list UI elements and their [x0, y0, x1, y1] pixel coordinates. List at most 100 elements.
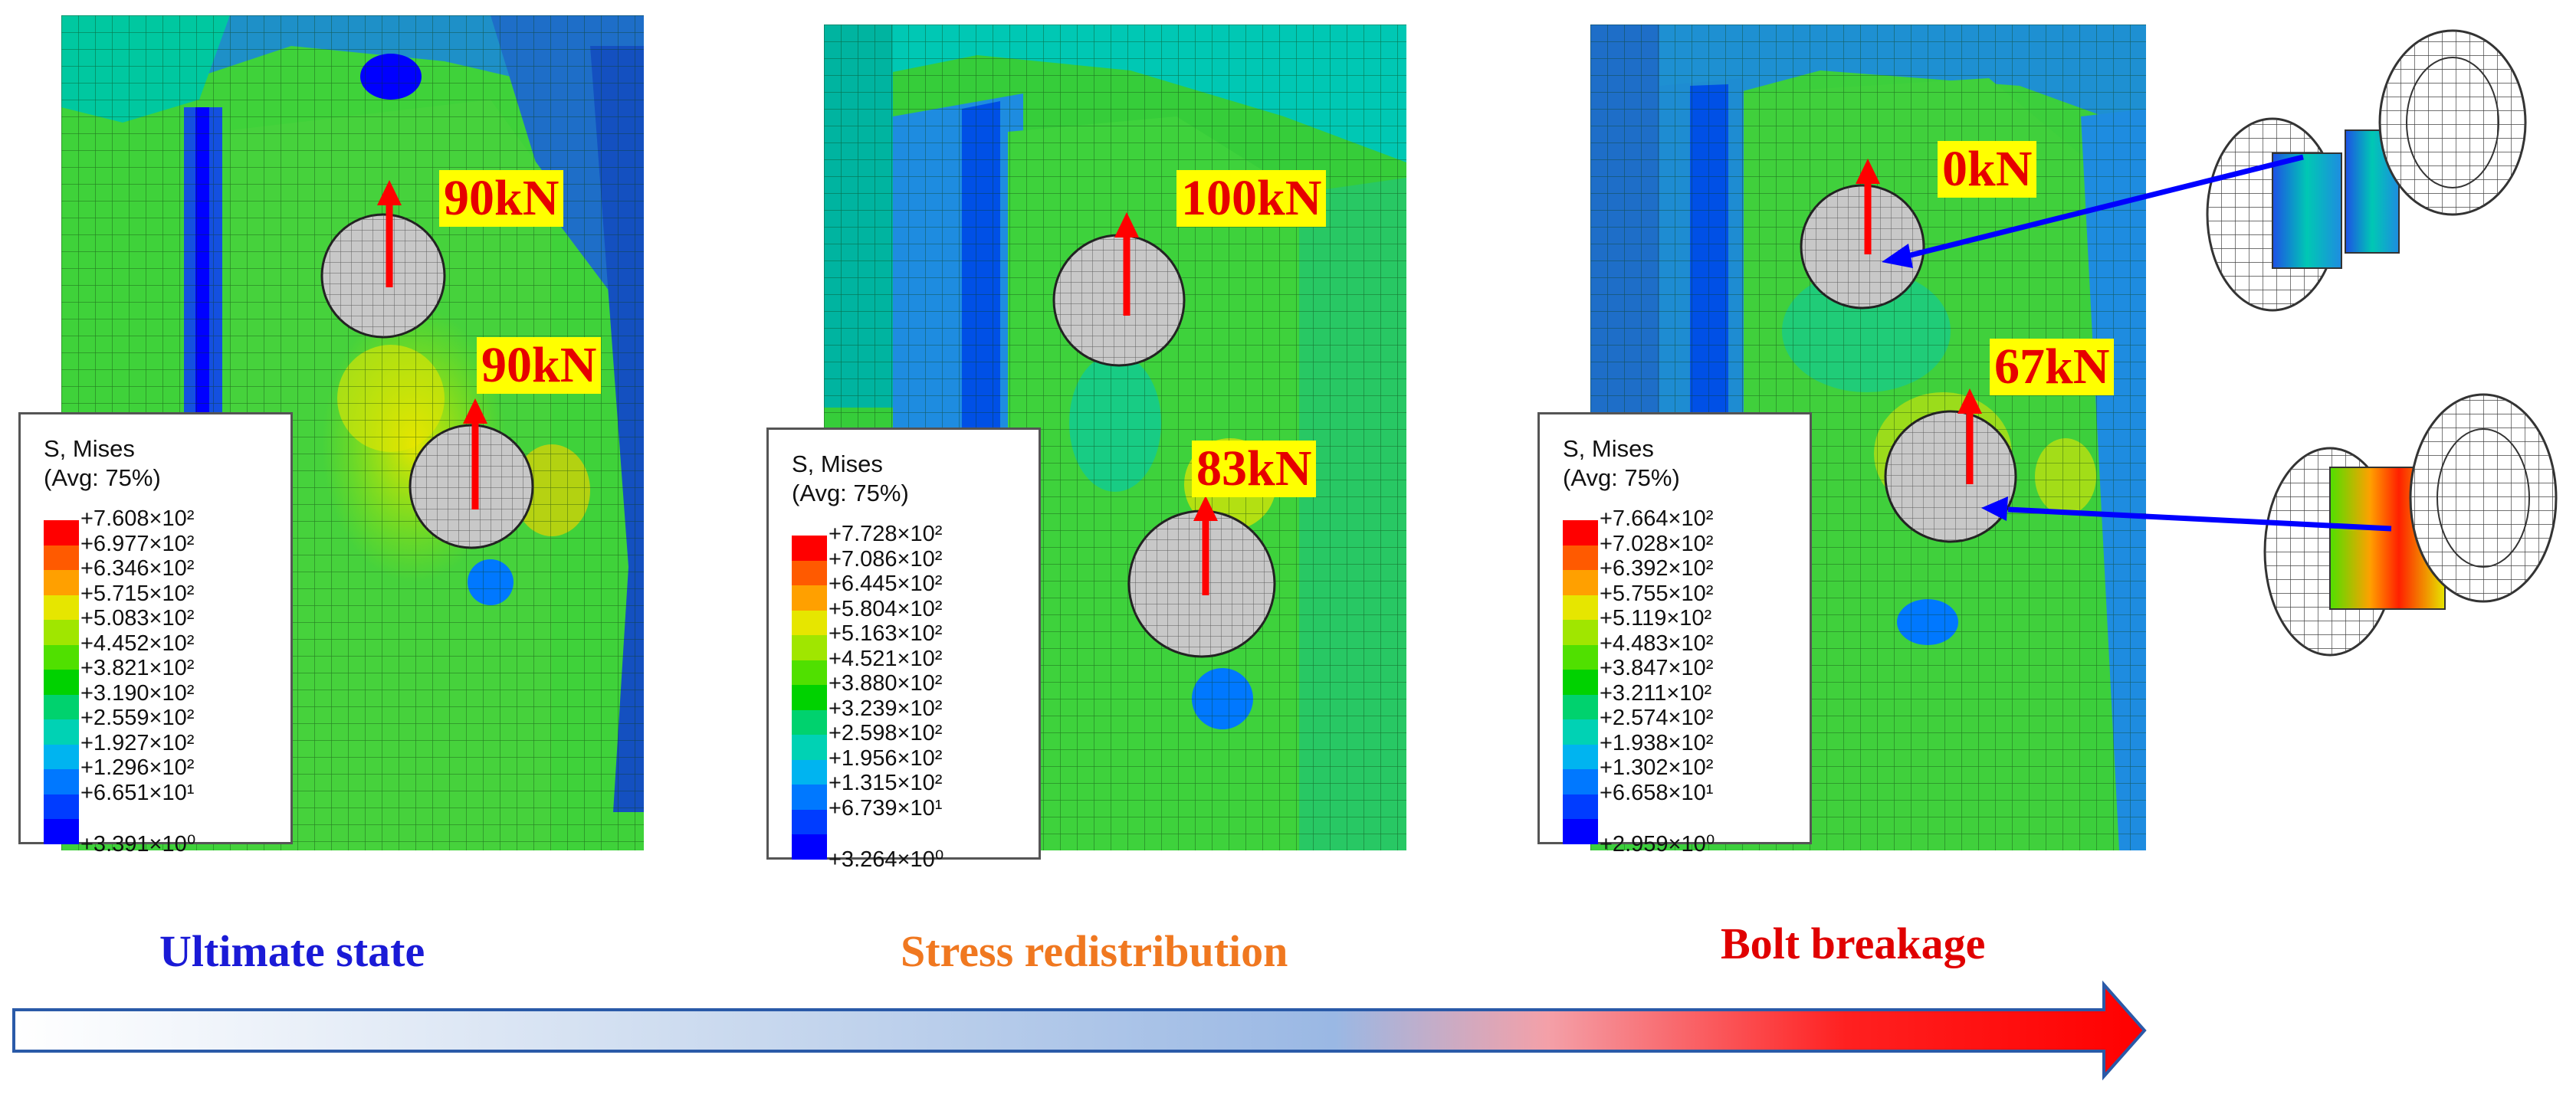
legend-value: +6.392×10² — [1600, 556, 1714, 581]
legend-value: +7.028×10² — [1600, 531, 1714, 556]
legend-swatch — [792, 685, 827, 710]
legend-value: +4.521×10² — [829, 646, 943, 671]
legend-value: +1.302×10² — [1600, 755, 1714, 780]
legend-value: +6.977×10² — [80, 531, 195, 556]
legend-swatch — [1563, 520, 1598, 545]
legend-value: +6.651×10¹ — [80, 780, 195, 805]
legend-value: +3.847×10² — [1600, 656, 1714, 680]
legend-swatch — [792, 660, 827, 685]
legend-value: +1.296×10² — [80, 755, 195, 780]
legend-swatch — [792, 735, 827, 760]
legend-swatch — [792, 834, 827, 860]
legend-swatch — [1563, 545, 1598, 570]
legend-swatch — [44, 545, 79, 570]
legend-value: +3.190×10² — [80, 680, 195, 706]
legend-value: +3.821×10² — [80, 656, 195, 680]
legend-swatch — [792, 709, 827, 735]
bolt-force-label: 67kN — [1990, 339, 2115, 395]
bolt-force-label: 90kN — [477, 337, 602, 394]
legend-swatch — [1563, 620, 1598, 645]
legend-title: S, Mises (Avg: 75%) — [792, 450, 909, 506]
legend-value: +7.664×10² — [1600, 506, 1714, 531]
mises-legend: S, Mises (Avg: 75%) +7.664×10² +7.028×10² +… — [1537, 412, 1812, 857]
force-arrow — [377, 180, 402, 287]
legend-value: +3.239×10² — [829, 696, 943, 721]
stress-contour-plot — [824, 25, 1406, 850]
legend-swatch — [792, 585, 827, 611]
legend-value: +7.728×10² — [829, 522, 943, 546]
legend-value: +5.119×10² — [1600, 606, 1712, 631]
legend-swatch — [44, 719, 79, 745]
legend-value: +5.755×10² — [1600, 581, 1714, 606]
legend-swatch — [792, 560, 827, 585]
bolt-force-label: 90kN — [439, 170, 564, 227]
legend-swatch — [792, 610, 827, 635]
callout-arrow — [1882, 154, 2304, 268]
force-arrow — [1114, 212, 1139, 316]
legend-swatch — [1563, 769, 1598, 794]
stage-label-breakage: Bolt breakage — [1721, 919, 1986, 968]
legend-swatch — [44, 769, 79, 794]
progress-arrow — [12, 980, 2147, 1081]
broken-bolt-inset — [2206, 29, 2527, 312]
legend-value: +2.574×10² — [1600, 706, 1714, 730]
legend-swatch — [44, 620, 79, 645]
legend-value: +5.163×10² — [829, 621, 943, 646]
legend-swatch — [1563, 670, 1598, 695]
legend-swatch — [44, 670, 79, 695]
legend-swatch — [44, 744, 79, 769]
legend-swatch — [1563, 744, 1598, 769]
legend-swatch — [44, 595, 79, 620]
loaded-bolt-inset — [2263, 393, 2558, 657]
legend-value: +7.086×10² — [829, 546, 943, 572]
force-arrow — [1957, 388, 1982, 484]
legend-value: +3.264×10⁰ — [829, 847, 944, 872]
legend-swatch — [44, 819, 79, 844]
mises-legend: S, Mises (Avg: 75%) +7.728×10² +7.086×10² +… — [766, 428, 1041, 872]
legend-value: +1.927×10² — [80, 730, 195, 755]
stage-label-redistribution: Stress redistribution — [901, 926, 1288, 976]
legend-value: +6.346×10² — [80, 556, 195, 581]
legend-value: +1.938×10² — [1600, 730, 1714, 755]
legend-swatch — [44, 694, 79, 719]
legend-swatch — [1563, 694, 1598, 719]
legend-value: +6.739×10¹ — [829, 795, 943, 821]
legend-value: +2.598×10² — [829, 721, 943, 745]
legend-swatch — [44, 794, 79, 819]
bolt-force-label: 83kN — [1192, 441, 1317, 497]
legend-value: +5.083×10² — [80, 606, 195, 631]
legend-value: +6.445×10² — [829, 572, 943, 596]
fe-panel-redistribution — [824, 25, 1406, 850]
legend-swatch — [44, 644, 79, 670]
legend-value: +1.956×10² — [829, 745, 943, 771]
legend-value: +5.715×10² — [80, 581, 195, 606]
legend-title: S, Mises (Avg: 75%) — [44, 435, 161, 491]
legend-value: +3.880×10² — [829, 671, 943, 696]
legend-swatch — [44, 520, 79, 545]
legend-value: +4.452×10² — [80, 631, 195, 656]
force-arrow — [463, 398, 487, 509]
legend-swatch — [792, 785, 827, 810]
bolt-force-label: 100kN — [1176, 170, 1327, 227]
legend-value: +1.315×10² — [829, 771, 943, 795]
legend-value: +2.959×10⁰ — [1600, 831, 1715, 857]
bolt-force-label: 0kN — [1938, 141, 2037, 198]
legend-value: +4.483×10² — [1600, 631, 1714, 656]
mises-legend: S, Mises (Avg: 75%) +7.608×10² +6.977×10² +… — [18, 412, 293, 857]
legend-value: +7.608×10² — [80, 506, 195, 531]
legend-swatch — [1563, 595, 1598, 620]
legend-swatch — [792, 809, 827, 834]
legend-swatch — [792, 536, 827, 561]
legend-swatch — [792, 635, 827, 660]
force-arrow — [1193, 496, 1218, 595]
legend-swatch — [1563, 719, 1598, 745]
legend-value: +3.391×10⁰ — [80, 831, 196, 857]
legend-swatch — [1563, 644, 1598, 670]
legend-swatch — [1563, 819, 1598, 844]
legend-value: +2.559×10² — [80, 706, 195, 730]
stage-label-ultimate: Ultimate state — [159, 926, 425, 976]
legend-swatch — [1563, 570, 1598, 595]
force-arrow — [1856, 159, 1880, 254]
legend-value: +3.211×10² — [1600, 680, 1712, 706]
